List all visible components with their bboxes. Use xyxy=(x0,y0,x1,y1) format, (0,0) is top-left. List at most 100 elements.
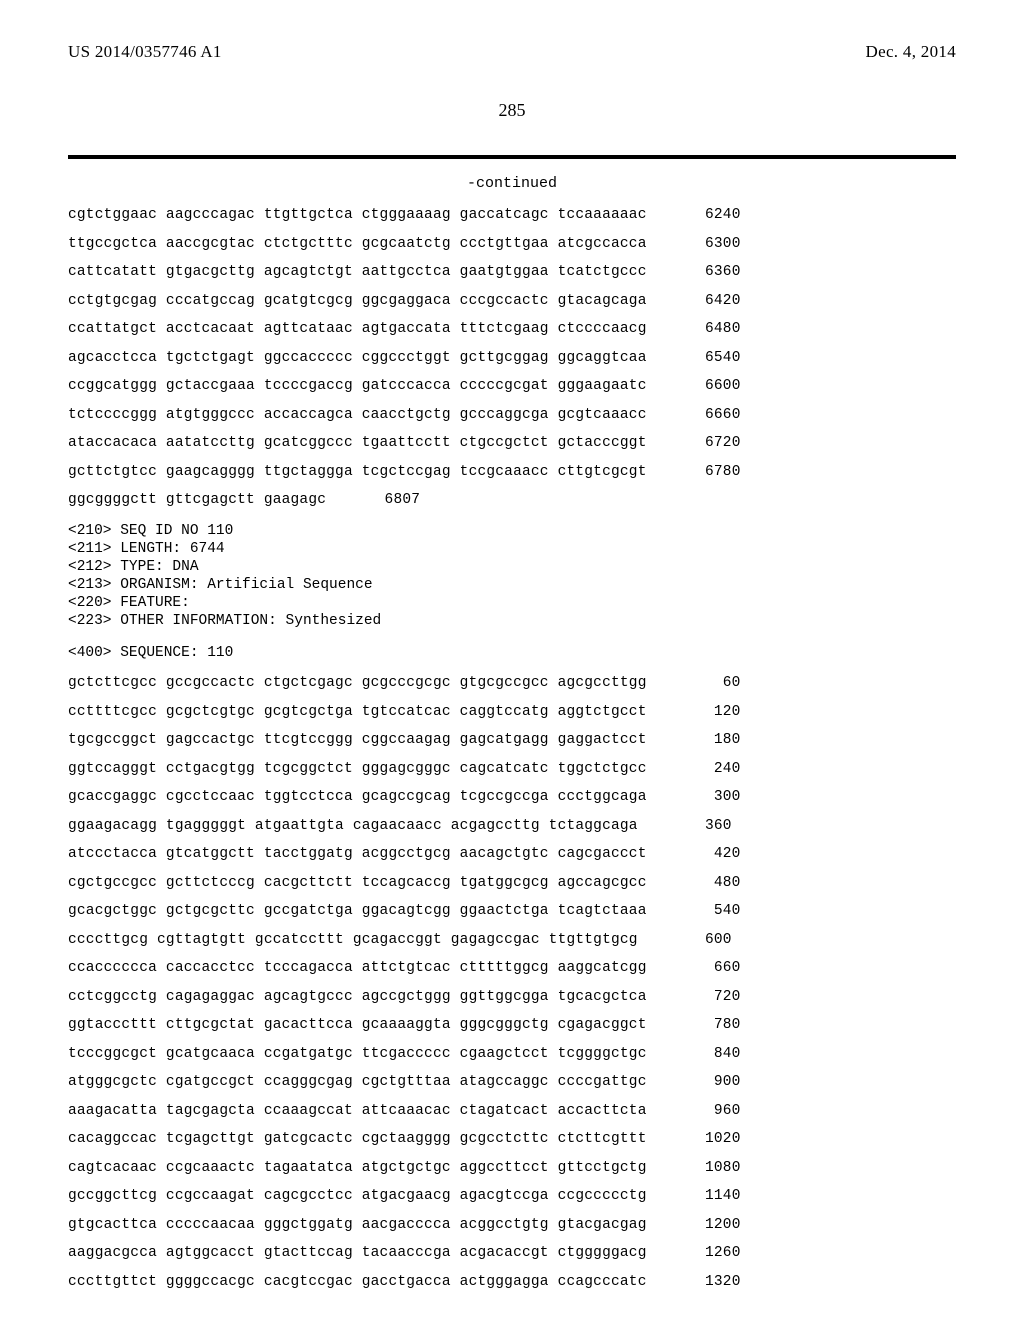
sequence-position: 480 xyxy=(671,876,741,891)
sequence-line: cccttgttct ggggccacgc cacgtccgac gacctga… xyxy=(68,1275,956,1290)
sequence-block-2: gctcttcgcc gccgccactc ctgctcgagc gcgcccg… xyxy=(68,676,956,1289)
sequence-position: 6780 xyxy=(671,465,741,480)
sequence-line: gcttctgtcc gaagcagggg ttgctaggga tcgctcc… xyxy=(68,465,956,480)
sequence-line: gctcttcgcc gccgccactc ctgctcgagc gcgcccg… xyxy=(68,676,956,691)
page-number: 285 xyxy=(68,100,956,121)
sequence-groups: ccattatgct acctcacaat agttcataac agtgacc… xyxy=(68,322,647,337)
sequence-groups: ccggcatggg gctaccgaaa tccccgaccg gatccca… xyxy=(68,379,647,394)
sequence-groups: ggtacccttt cttgcgctat gacacttcca gcaaaag… xyxy=(68,1018,647,1033)
sequence-line: cagtcacaac ccgcaaactc tagaatatca atgctgc… xyxy=(68,1161,956,1176)
sequence-position: 900 xyxy=(671,1075,741,1090)
sequence-line: aaggacgcca agtggcacct gtacttccag tacaacc… xyxy=(68,1246,956,1261)
sequence-line: agcacctcca tgctctgagt ggccaccccc cggccct… xyxy=(68,351,956,366)
sequence-line: cctgtgcgag cccatgccag gcatgtcgcg ggcgagg… xyxy=(68,294,956,309)
sequence-line: ttgccgctca aaccgcgtac ctctgctttc gcgcaat… xyxy=(68,237,956,252)
sequence-groups: cagtcacaac ccgcaaactc tagaatatca atgctgc… xyxy=(68,1161,647,1176)
sequence-line: ataccacaca aatatccttg gcatcggccc tgaattc… xyxy=(68,436,956,451)
sequence-groups: gctcttcgcc gccgccactc ctgctcgagc gcgcccg… xyxy=(68,676,647,691)
sequence-line: gcaccgaggc cgcctccaac tggtcctcca gcagccg… xyxy=(68,790,956,805)
sequence-position: 120 xyxy=(671,705,741,720)
sequence-groups: ttgccgctca aaccgcgtac ctctgctttc gcgcaat… xyxy=(68,237,647,252)
sequence-groups: cctcggcctg cagagaggac agcagtgccc agccgct… xyxy=(68,990,647,1005)
sequence-groups: tgcgccggct gagccactgc ttcgtccggg cggccaa… xyxy=(68,733,647,748)
sequence-line: tgcgccggct gagccactgc ttcgtccggg cggccaa… xyxy=(68,733,956,748)
sequence-block-1: cgtctggaac aagcccagac ttgttgctca ctgggaa… xyxy=(68,208,956,508)
sequence-line: ggtccagggt cctgacgtgg tcgcggctct gggagcg… xyxy=(68,762,956,777)
sequence-groups: ccttttcgcc gcgctcgtgc gcgtcgctga tgtccat… xyxy=(68,705,647,720)
sequence-line: atgggcgctc cgatgccgct ccagggcgag cgctgtt… xyxy=(68,1075,956,1090)
sequence-groups: cgtctggaac aagcccagac ttgttgctca ctgggaa… xyxy=(68,208,647,223)
sequence-line: ggaagacagg tgagggggt atgaattgta cagaacaa… xyxy=(68,819,956,834)
sequence-line: ggcggggctt gttcgagctt gaagagc 6807 xyxy=(68,493,956,508)
sequence-line: ccattatgct acctcacaat agttcataac agtgacc… xyxy=(68,322,956,337)
sequence-position: 420 xyxy=(671,847,741,862)
sequence-groups: gcttctgtcc gaagcagggg ttgctaggga tcgctcc… xyxy=(68,465,647,480)
sequence-line: cattcatatt gtgacgcttg agcagtctgt aattgcc… xyxy=(68,265,956,280)
sequence-groups: ccacccccca caccacctcc tcccagacca attctgt… xyxy=(68,961,647,976)
patent-page: US 2014/0357746 A1 Dec. 4, 2014 285 -con… xyxy=(0,0,1024,1343)
sequence-line: cgtctggaac aagcccagac ttgttgctca ctgggaa… xyxy=(68,208,956,223)
sequence-line: atccctacca gtcatggctt tacctggatg acggcct… xyxy=(68,847,956,862)
sequence-groups: agcacctcca tgctctgagt ggccaccccc cggccct… xyxy=(68,351,647,366)
sequence-position: 6360 xyxy=(671,265,741,280)
sequence-line: ccacccccca caccacctcc tcccagacca attctgt… xyxy=(68,961,956,976)
sequence-position: 180 xyxy=(671,733,741,748)
sequence-position: 300 xyxy=(671,790,741,805)
sequence-line: gtgcacttca cccccaacaa gggctggatg aacgacc… xyxy=(68,1218,956,1233)
sequence-groups: gccggcttcg ccgccaagat cagcgcctcc atgacga… xyxy=(68,1189,647,1204)
sequence-groups: atccctacca gtcatggctt tacctggatg acggcct… xyxy=(68,847,647,862)
sequence-groups: ataccacaca aatatccttg gcatcggccc tgaattc… xyxy=(68,436,647,451)
sequence-position: 720 xyxy=(671,990,741,1005)
page-header: US 2014/0357746 A1 Dec. 4, 2014 xyxy=(68,42,956,62)
sequence-line: aaagacatta tagcgagcta ccaaagccat attcaaa… xyxy=(68,1104,956,1119)
sequence-groups: tcccggcgct gcatgcaaca ccgatgatgc ttcgacc… xyxy=(68,1047,647,1062)
sequence-groups: cgctgccgcc gcttctcccg cacgcttctt tccagca… xyxy=(68,876,647,891)
continued-label: -continued xyxy=(68,175,956,192)
sequence-position: 6300 xyxy=(671,237,741,252)
sequence-position: 360 xyxy=(662,819,732,834)
sequence-line: ccccttgcg cgttagtgtt gccatccttt gcagaccg… xyxy=(68,933,956,948)
sequence-line: cgctgccgcc gcttctcccg cacgcttctt tccagca… xyxy=(68,876,956,891)
sequence-groups: gcacgctggc gctgcgcttc gccgatctga ggacagt… xyxy=(68,904,647,919)
sequence-groups: atgggcgctc cgatgccgct ccagggcgag cgctgtt… xyxy=(68,1075,647,1090)
sequence-groups: cattcatatt gtgacgcttg agcagtctgt aattgcc… xyxy=(68,265,647,280)
sequence-position: 60 xyxy=(671,676,741,691)
sequence-groups: tctccccggg atgtgggccc accaccagca caacctg… xyxy=(68,408,647,423)
sequence-position: 1200 xyxy=(671,1218,741,1233)
sequence-position: 1320 xyxy=(671,1275,741,1290)
sequence-header: <210> SEQ ID NO 110 <211> LENGTH: 6744 <… xyxy=(68,522,956,631)
sequence-position: 1080 xyxy=(671,1161,741,1176)
sequence-line: gccggcttcg ccgccaagat cagcgcctcc atgacga… xyxy=(68,1189,956,1204)
sequence-line: tcccggcgct gcatgcaaca ccgatgatgc ttcgacc… xyxy=(68,1047,956,1062)
sequence-groups: cctgtgcgag cccatgccag gcatgtcgcg ggcgagg… xyxy=(68,294,647,309)
sequence-position: 1260 xyxy=(671,1246,741,1261)
sequence-groups: ggaagacagg tgagggggt atgaattgta cagaacaa… xyxy=(68,819,638,834)
sequence-label: <400> SEQUENCE: 110 xyxy=(68,644,956,662)
sequence-groups: cccttgttct ggggccacgc cacgtccgac gacctga… xyxy=(68,1275,647,1290)
sequence-groups: ggcggggctt gttcgagctt gaagagc xyxy=(68,493,326,508)
sequence-position: 780 xyxy=(671,1018,741,1033)
sequence-position: 6807 xyxy=(350,493,420,508)
sequence-line: gcacgctggc gctgcgcttc gccgatctga ggacagt… xyxy=(68,904,956,919)
sequence-position: 6720 xyxy=(671,436,741,451)
publication-number: US 2014/0357746 A1 xyxy=(68,42,222,62)
sequence-position: 6240 xyxy=(671,208,741,223)
sequence-groups: cacaggccac tcgagcttgt gatcgcactc cgctaag… xyxy=(68,1132,647,1147)
sequence-groups: ggtccagggt cctgacgtgg tcgcggctct gggagcg… xyxy=(68,762,647,777)
sequence-position: 6420 xyxy=(671,294,741,309)
sequence-position: 6600 xyxy=(671,379,741,394)
sequence-position: 600 xyxy=(662,933,732,948)
sequence-position: 960 xyxy=(671,1104,741,1119)
sequence-groups: aaggacgcca agtggcacct gtacttccag tacaacc… xyxy=(68,1246,647,1261)
sequence-line: tctccccggg atgtgggccc accaccagca caacctg… xyxy=(68,408,956,423)
top-rule xyxy=(68,155,956,159)
sequence-position: 1020 xyxy=(671,1132,741,1147)
sequence-position: 840 xyxy=(671,1047,741,1062)
sequence-groups: gcaccgaggc cgcctccaac tggtcctcca gcagccg… xyxy=(68,790,647,805)
sequence-line: cacaggccac tcgagcttgt gatcgcactc cgctaag… xyxy=(68,1132,956,1147)
sequence-groups: aaagacatta tagcgagcta ccaaagccat attcaaa… xyxy=(68,1104,647,1119)
sequence-position: 6540 xyxy=(671,351,741,366)
sequence-line: ccggcatggg gctaccgaaa tccccgaccg gatccca… xyxy=(68,379,956,394)
sequence-position: 6480 xyxy=(671,322,741,337)
sequence-groups: gtgcacttca cccccaacaa gggctggatg aacgacc… xyxy=(68,1218,647,1233)
